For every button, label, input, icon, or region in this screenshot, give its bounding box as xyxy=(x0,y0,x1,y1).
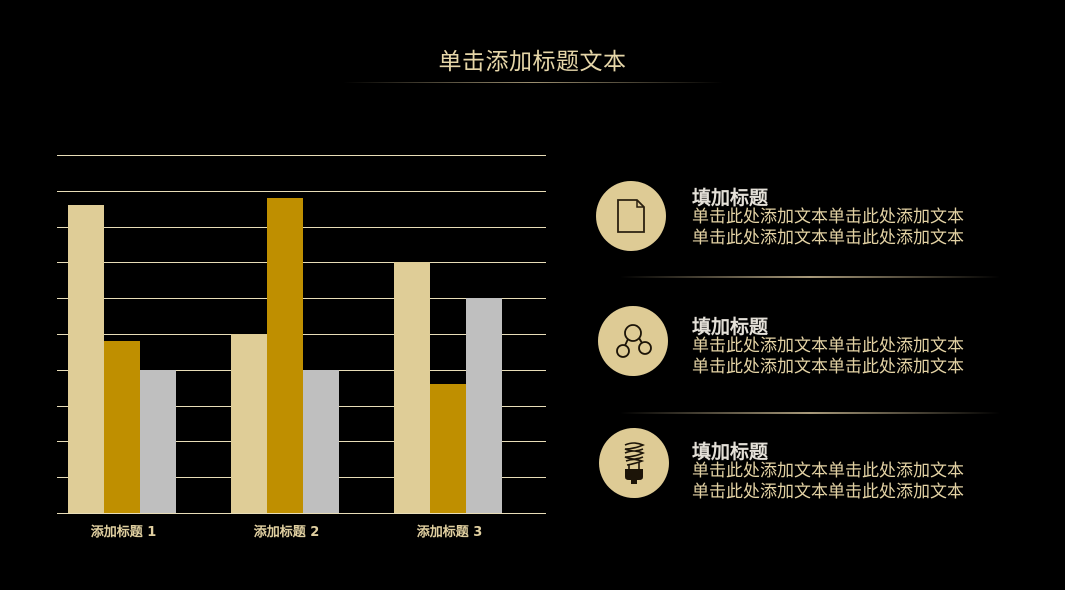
gridline xyxy=(57,155,546,156)
network-icon xyxy=(616,324,652,358)
divider xyxy=(620,276,1000,278)
x-axis-label: 添加标题 3 xyxy=(416,525,483,540)
icon-circle xyxy=(599,428,669,498)
info-item-2: 填加标题 单击此处添加文本单击此处添加文本 单击此处添加文本单击此处添加文本 xyxy=(596,306,1016,392)
title-underline xyxy=(343,82,723,83)
slide-title: 单击添加标题文本 xyxy=(438,49,627,75)
item-description: 单击此处添加文本单击此处添加文本 单击此处添加文本单击此处添加文本 xyxy=(692,461,964,503)
divider xyxy=(620,412,1000,414)
item-description: 单击此处添加文本单击此处添加文本 单击此处添加文本单击此处添加文本 xyxy=(692,336,964,378)
bar-1-3 xyxy=(139,369,176,513)
item-description: 单击此处添加文本单击此处添加文本 单击此处添加文本单击此处添加文本 xyxy=(692,207,964,249)
item-title: 填加标题 xyxy=(692,316,769,338)
item-text-line: 单击此处添加文本单击此处添加文本 xyxy=(692,228,964,248)
x-axis-label: 添加标题 1 xyxy=(90,525,157,540)
gridline xyxy=(57,190,546,192)
bar-3-3 xyxy=(465,298,502,513)
bar-2-3 xyxy=(302,369,339,513)
icon-circle xyxy=(596,181,666,251)
bar-1-2 xyxy=(103,341,140,513)
document-icon xyxy=(617,199,645,233)
info-item-3: 填加标题 单击此处添加文本单击此处添加文本 单击此处添加文本单击此处添加文本 xyxy=(596,428,1016,517)
icon-circle xyxy=(598,306,668,376)
item-text-line: 单击此处添加文本单击此处添加文本 xyxy=(692,461,964,481)
bar-chart xyxy=(57,155,546,514)
x-axis-label: 添加标题 2 xyxy=(253,525,320,540)
item-text-line: 单击此处添加文本单击此处添加文本 xyxy=(692,482,964,502)
bar-2-1 xyxy=(230,334,267,513)
x-axis-line xyxy=(57,513,546,514)
info-item-1: 填加标题 单击此处添加文本单击此处添加文本 单击此处添加文本单击此处添加文本 xyxy=(596,181,1016,263)
bar-3-1 xyxy=(393,262,430,513)
bar-2-2 xyxy=(266,197,303,513)
bar-3-2 xyxy=(429,384,466,513)
lightbulb-icon xyxy=(624,442,645,484)
item-text-line: 单击此处添加文本单击此处添加文本 xyxy=(692,336,964,356)
item-text-line: 单击此处添加文本单击此处添加文本 xyxy=(692,207,964,227)
item-title: 填加标题 xyxy=(692,441,769,463)
item-text-line: 单击此处添加文本单击此处添加文本 xyxy=(692,357,964,377)
item-title: 填加标题 xyxy=(692,187,769,209)
bar-1-1 xyxy=(67,205,104,513)
